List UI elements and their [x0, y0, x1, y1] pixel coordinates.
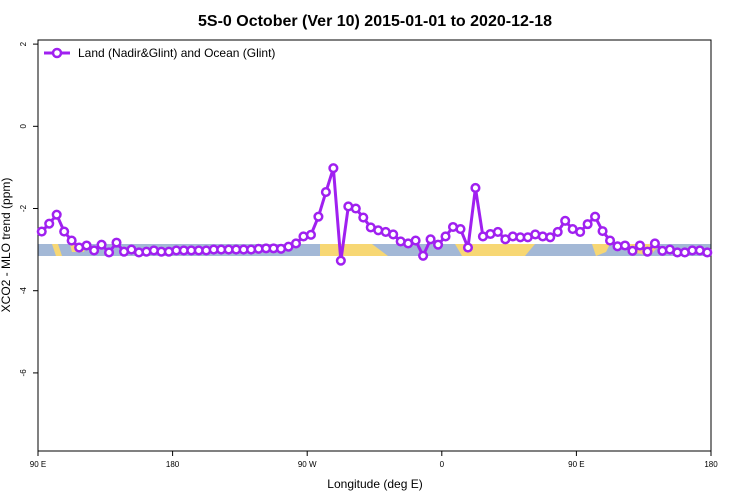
data-point: [649, 238, 660, 249]
data-point: [335, 255, 346, 266]
data-point: [103, 247, 115, 258]
data-point: [619, 240, 631, 251]
data-point: [44, 218, 55, 229]
data-point: [597, 226, 608, 237]
y-axis-label: XCO2 - MLO trend (ppm): [0, 178, 13, 313]
x-tick-label: 90 W: [298, 460, 317, 469]
data-point: [634, 240, 646, 251]
data-point: [96, 239, 107, 250]
data-point: [462, 242, 474, 253]
data-point: [66, 235, 77, 246]
data-point: [470, 182, 481, 194]
x-tick-label: 90 E: [568, 460, 584, 469]
x-tick-label: 0: [440, 460, 445, 469]
x-tick-label: 90 E: [30, 460, 46, 469]
legend-marker: [51, 47, 63, 59]
plot-frame: [37, 39, 712, 452]
data-point: [111, 237, 122, 248]
data-point: [425, 234, 436, 245]
data-point: [455, 224, 466, 235]
data-point: [702, 247, 713, 258]
data-point: [410, 235, 421, 246]
data-point: [81, 240, 92, 251]
data-point: [560, 215, 571, 226]
data-point: [59, 226, 70, 237]
data-point: [545, 232, 556, 243]
data-point: [89, 245, 100, 256]
y-tick-label: -4: [19, 287, 28, 295]
data-point: [492, 226, 503, 237]
data-point: [305, 229, 316, 240]
data-point: [313, 211, 324, 222]
data-point: [290, 238, 302, 249]
chart-title: 5S-0 October (Ver 10) 2015-01-01 to 2020…: [198, 13, 552, 30]
x-axis-label: Longitude (deg E): [327, 477, 422, 491]
data-point: [350, 203, 361, 214]
data-point: [642, 246, 653, 257]
data-point: [418, 250, 429, 261]
y-tick-label: -2: [19, 204, 28, 212]
data-point: [582, 219, 593, 230]
x-tick-label: 180: [704, 460, 718, 469]
data-point: [440, 231, 451, 242]
data-point: [320, 187, 331, 198]
y-tick-label: -6: [19, 369, 28, 377]
data-point: [328, 163, 339, 174]
data-point: [590, 211, 601, 222]
legend-label: Land (Nadir&Glint) and Ocean (Glint): [78, 46, 275, 60]
data-point: [575, 226, 586, 237]
data-point: [605, 235, 616, 246]
data-point: [627, 245, 638, 256]
data-point: [433, 239, 444, 250]
data-point: [51, 209, 62, 220]
data-point: [36, 226, 47, 237]
y-tick-label: 2: [19, 41, 28, 46]
x-tick-label: 180: [166, 460, 180, 469]
y-tick-label: 0: [19, 124, 28, 129]
data-point: [388, 229, 399, 240]
data-point: [358, 212, 369, 223]
data-point: [552, 226, 563, 237]
